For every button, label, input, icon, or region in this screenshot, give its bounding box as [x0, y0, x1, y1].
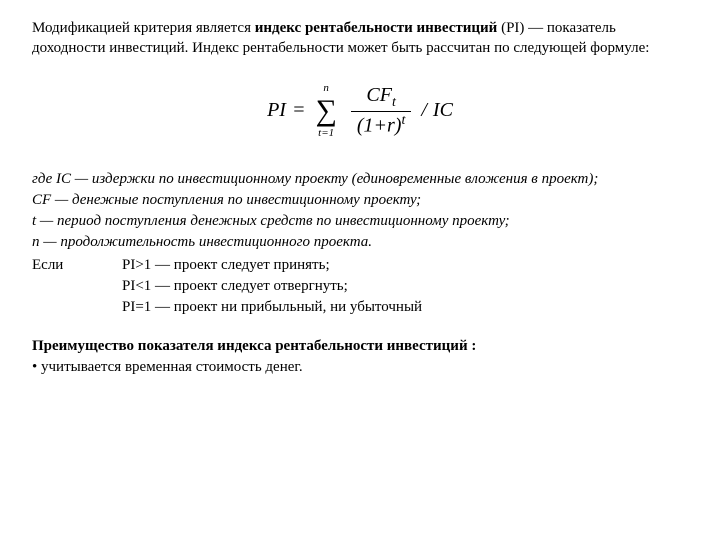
den-sup: t	[401, 113, 405, 128]
if-cond-3: PI=1 — проект ни прибыльный, ни убыточны…	[122, 297, 688, 318]
if-cond-1: PI>1 — проект следует принять;	[122, 255, 688, 276]
sigma-upper: n	[323, 83, 329, 94]
if-label: Если	[32, 255, 122, 276]
formula-ic: IC	[433, 99, 453, 122]
intro-bold-term: индекс рентабельности инвестиций	[255, 20, 498, 36]
formula-wrap: PI = n ∑ t=1 CFt (1+r)t / IC	[267, 83, 453, 139]
fraction-denominator: (1+r)t	[351, 111, 412, 137]
formula-eq: =	[292, 99, 306, 122]
advantage-block: Преимущество показателя индекса рентабел…	[32, 336, 688, 378]
advantage-title: Преимущество показателя индекса рентабел…	[32, 336, 688, 357]
sigma-symbol: ∑	[315, 96, 336, 126]
formula-lhs: PI	[267, 99, 286, 122]
if-row-2: PI<1 — проект следует отвергнуть;	[32, 276, 688, 297]
definitions: где IC — издержки по инвестиционному про…	[32, 169, 688, 253]
den-base: (1+r)	[357, 115, 402, 137]
advantage-bullet: • учитывается временная стоимость денег.	[32, 357, 688, 378]
def-t: t — период поступления денежных средств …	[32, 211, 688, 232]
if-row-1: Если PI>1 — проект следует принять;	[32, 255, 688, 276]
formula: PI = n ∑ t=1 CFt (1+r)t / IC	[32, 83, 688, 139]
sigma: n ∑ t=1	[315, 83, 336, 139]
intro-prefix: Модификацией критерия является	[32, 20, 255, 36]
sigma-lower: t=1	[318, 128, 334, 139]
def-cf: CF — денежные поступления по инвестицион…	[32, 190, 688, 211]
if-row-3: PI=1 — проект ни прибыльный, ни убыточны…	[32, 297, 688, 318]
def-n: n — продолжительность инвестиционного пр…	[32, 232, 688, 253]
if-block: Если PI>1 — проект следует принять; PI<1…	[32, 255, 688, 318]
num-sub: t	[392, 95, 396, 110]
num-cf: CF	[366, 84, 392, 106]
def-ic: где IC — издержки по инвестиционному про…	[32, 169, 688, 190]
intro-paragraph: Модификацией критерия является индекс ре…	[32, 18, 688, 59]
formula-divide: /	[421, 99, 427, 122]
fraction-numerator: CFt	[360, 84, 401, 111]
if-cond-2: PI<1 — проект следует отвергнуть;	[122, 276, 688, 297]
fraction: CFt (1+r)t	[351, 84, 412, 137]
